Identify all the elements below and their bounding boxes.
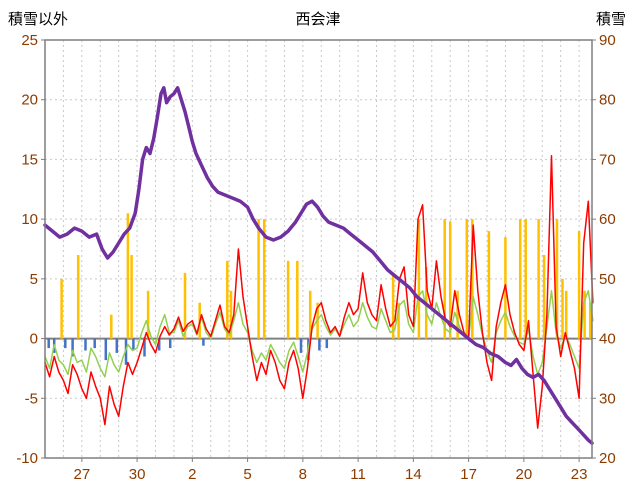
plot-border [44, 39, 593, 459]
right-tick-label: 70 [599, 151, 616, 168]
right-axis-title: 積雪 [595, 11, 626, 28]
x-tick-label: 5 [243, 466, 251, 483]
left-tick-label: 5 [30, 271, 38, 288]
right-tick-label: 90 [599, 32, 616, 49]
right-tick-label: 40 [599, 331, 616, 348]
red-line [44, 155, 594, 429]
orange-bars [60, 213, 592, 339]
left-tick-label: 25 [21, 32, 38, 49]
x-tick-label: 23 [571, 466, 588, 483]
left-axis-title: 積雪以外 [8, 11, 69, 28]
green-line [44, 290, 594, 378]
left-tick-label: 0 [30, 331, 38, 348]
chart-title: 西会津 [295, 11, 341, 28]
x-tick-label: 20 [516, 466, 533, 483]
right-tick-label: 50 [599, 271, 616, 288]
right-tick-label: 20 [599, 450, 616, 467]
snow-depth-line [43, 86, 594, 445]
series-group [43, 86, 594, 445]
left-tick-label: 15 [21, 151, 38, 168]
right-tick-label: 80 [599, 92, 616, 109]
x-tick-label: 8 [299, 466, 307, 483]
left-tick-label: 10 [21, 211, 38, 228]
x-tick-label: 2 [188, 466, 196, 483]
left-tick-label: 20 [21, 92, 38, 109]
x-tick-label: 30 [129, 466, 146, 483]
left-tick-label: -5 [25, 390, 38, 407]
x-tick-label: 14 [405, 466, 422, 483]
right-tick-label: 60 [599, 211, 616, 228]
right-tick-label: 30 [599, 390, 616, 407]
x-tick-label: 17 [460, 466, 477, 483]
left-tick-label: -10 [16, 450, 38, 467]
x-tick-label: 27 [73, 466, 90, 483]
x-tick-label: 11 [350, 466, 366, 483]
